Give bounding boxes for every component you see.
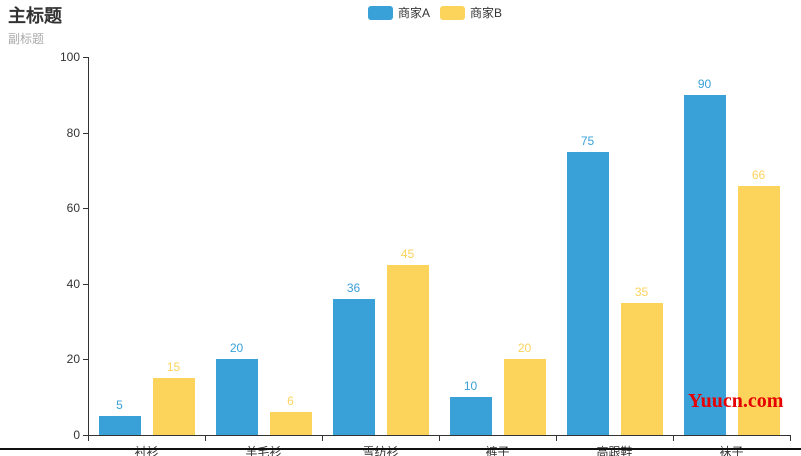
bar-value-label: 36 [346, 280, 361, 295]
watermark: Yuucn.com [688, 390, 784, 412]
bar-商家B-雪纺衫[interactable] [386, 264, 429, 435]
bar-商家A-裤子[interactable] [449, 397, 492, 435]
bar-value-label: 90 [697, 76, 712, 91]
x-axis-tick [205, 436, 206, 441]
y-axis-label: 40 [66, 276, 80, 291]
bar-商家A-衬衫[interactable] [98, 416, 141, 435]
x-axis-tick [790, 436, 791, 441]
y-axis-label: 100 [59, 50, 80, 64]
bar-商家A-高跟鞋[interactable] [566, 151, 609, 435]
x-axis-tick [88, 436, 89, 441]
y-axis-label: 0 [73, 428, 80, 442]
bar-商家B-衬衫[interactable] [152, 378, 195, 435]
x-axis-category-label: 裤子 [485, 445, 510, 456]
bar-value-label: 20 [229, 341, 244, 356]
legend-label: 商家A [398, 6, 431, 20]
y-axis-tick [83, 132, 88, 134]
bar-商家B-裤子[interactable] [503, 359, 546, 435]
x-axis-line [88, 435, 791, 436]
x-axis-tick [673, 436, 674, 441]
x-axis-tick [439, 436, 440, 441]
bar-value-label: 5 [116, 398, 123, 413]
bar-value-label: 75 [580, 133, 595, 148]
bar-value-label: 10 [463, 379, 478, 394]
x-axis-tick [322, 436, 323, 441]
legend-item-2[interactable]: 商家B [440, 4, 502, 21]
bar-value-label: 6 [287, 394, 294, 409]
bar-商家B-高跟鞋[interactable] [620, 302, 663, 435]
x-axis-category-label: 羊毛衫 [245, 445, 282, 456]
bar-商家B-袜子[interactable] [737, 185, 780, 435]
legend-label: 商家B [470, 6, 503, 20]
y-axis-tick [83, 435, 88, 436]
bar-value-label: 20 [517, 341, 532, 356]
x-axis-tick [556, 436, 557, 441]
y-axis-tick [83, 359, 88, 361]
x-axis-category-label: 袜子 [719, 445, 744, 456]
chart-title: 主标题 [8, 6, 62, 26]
y-axis-label: 60 [66, 201, 80, 216]
chart-subtitle: 副标题 [8, 32, 45, 46]
bar-商家A-袜子[interactable] [683, 94, 726, 435]
x-axis-category-label: 高跟鞋 [596, 445, 633, 456]
y-axis-tick [83, 208, 88, 210]
x-axis-category-label: 雪纺衫 [362, 445, 399, 456]
bar-商家A-雪纺衫[interactable] [332, 298, 375, 435]
y-axis-line [88, 57, 89, 436]
bar-value-label: 35 [634, 284, 649, 299]
y-axis-tick [83, 283, 88, 285]
bar-商家A-羊毛衫[interactable] [215, 359, 258, 435]
x-axis-category-label: 衬衫 [134, 445, 159, 456]
bar-商家B-羊毛衫[interactable] [269, 412, 312, 435]
legend-item-1[interactable]: 商家A [368, 4, 430, 21]
bar-value-label: 66 [751, 167, 766, 182]
bottom-border-line [0, 448, 801, 450]
legend-swatch-icon [440, 5, 466, 20]
legend: 商家A 商家B [368, 4, 502, 21]
bar-value-label: 15 [166, 360, 181, 375]
legend-swatch-icon [368, 5, 393, 20]
y-axis-label: 80 [66, 125, 80, 140]
bar-value-label: 45 [400, 246, 415, 261]
y-axis-label: 20 [66, 352, 80, 367]
y-axis-tick [83, 57, 88, 58]
